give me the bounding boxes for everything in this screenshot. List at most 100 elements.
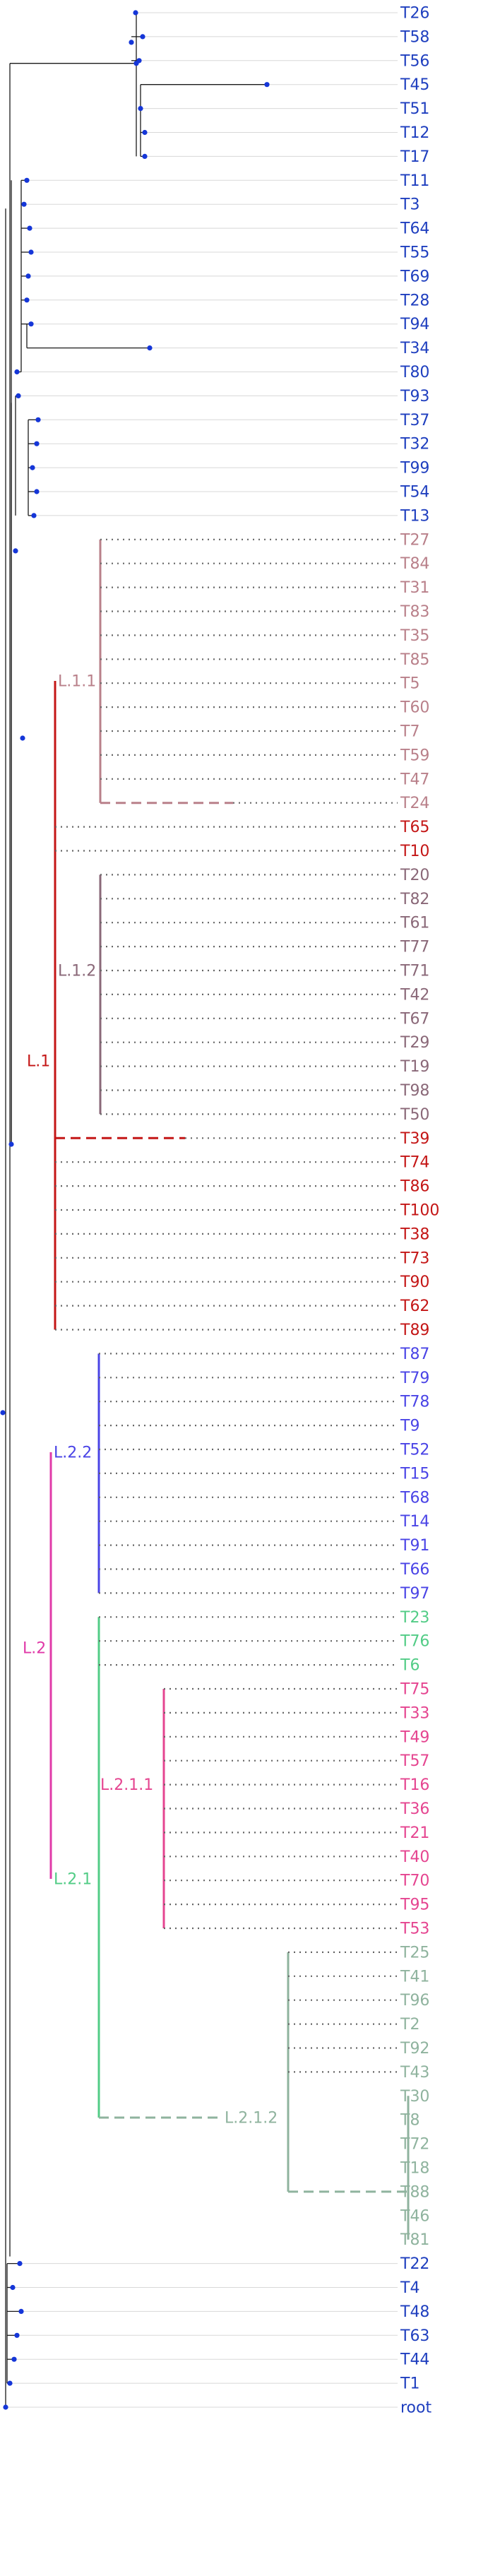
tip-label-t4: T4 bbox=[400, 2279, 419, 2297]
tip-label-t12: T12 bbox=[400, 124, 429, 142]
tip-label-t77: T77 bbox=[400, 939, 429, 956]
tip-label-t11: T11 bbox=[400, 172, 429, 190]
tip-label-t100: T100 bbox=[400, 1202, 439, 1220]
guide-lines bbox=[6, 12, 398, 2408]
node-t54 bbox=[34, 489, 40, 494]
tip-label-t92: T92 bbox=[400, 2040, 429, 2058]
tip-label-t18: T18 bbox=[400, 2160, 429, 2178]
tip-label-t17: T17 bbox=[400, 148, 429, 166]
tip-label-t98: T98 bbox=[400, 1082, 429, 1100]
tip-label-t60: T60 bbox=[400, 699, 429, 717]
tip-label-t56: T56 bbox=[400, 52, 429, 70]
tip-label-t52: T52 bbox=[400, 1442, 429, 1459]
node-t93 bbox=[16, 393, 21, 399]
node-root-tip bbox=[3, 2404, 8, 2410]
node-t51 bbox=[138, 106, 143, 112]
node-t17 bbox=[142, 153, 148, 159]
tip-label-t75: T75 bbox=[400, 1681, 429, 1699]
node-t12 bbox=[142, 129, 148, 136]
tip-label-t89: T89 bbox=[400, 1322, 429, 1339]
tip-label-t47: T47 bbox=[400, 771, 429, 788]
tip-label-t79: T79 bbox=[400, 1370, 429, 1387]
tip-label-t97: T97 bbox=[400, 1585, 429, 1603]
tip-label-t81: T81 bbox=[400, 2231, 429, 2249]
node-t34 bbox=[147, 345, 153, 351]
tip-label-t34: T34 bbox=[400, 340, 429, 357]
node-t55 bbox=[28, 249, 34, 255]
tip-label-t83: T83 bbox=[400, 603, 429, 621]
tip-label-t67: T67 bbox=[400, 1010, 429, 1028]
clade-label-l2-2: L.2.2 bbox=[54, 1444, 92, 1462]
tip-label-t24: T24 bbox=[400, 795, 429, 812]
tip-label-t46: T46 bbox=[400, 2207, 429, 2225]
node-t80 bbox=[14, 369, 20, 375]
tip-label-t1: T1 bbox=[400, 2375, 419, 2393]
tip-label-t32: T32 bbox=[400, 436, 429, 453]
tip-label-t26: T26 bbox=[400, 5, 429, 23]
tip-label-t88: T88 bbox=[400, 2183, 429, 2201]
tip-label-t36: T36 bbox=[400, 1800, 429, 1818]
tip-label-t65: T65 bbox=[400, 819, 429, 836]
tip-label-t6: T6 bbox=[400, 1657, 419, 1675]
tip-label-t44: T44 bbox=[400, 2351, 429, 2369]
tip-label-t5: T5 bbox=[400, 675, 419, 693]
tip-label-t71: T71 bbox=[400, 963, 429, 980]
tip-label-t37: T37 bbox=[400, 412, 429, 429]
tip-label-t40: T40 bbox=[400, 1848, 429, 1866]
node-t3 bbox=[21, 201, 27, 207]
tip-label-t35: T35 bbox=[400, 627, 429, 645]
tip-label-t10: T10 bbox=[400, 843, 429, 860]
node-upper-a bbox=[129, 40, 134, 45]
tip-label-t57: T57 bbox=[400, 1752, 429, 1770]
tip-label-t19: T19 bbox=[400, 1058, 429, 1076]
node-t13 bbox=[31, 513, 37, 518]
clade-brackets bbox=[49, 538, 410, 2240]
tip-label-t61: T61 bbox=[400, 915, 429, 932]
tip-label-t7: T7 bbox=[400, 723, 419, 741]
node-t63 bbox=[14, 2332, 20, 2338]
tip-label-t66: T66 bbox=[400, 1561, 429, 1579]
tip-label-t70: T70 bbox=[400, 1872, 429, 1890]
node-t1 bbox=[7, 2380, 13, 2386]
tip-label-t51: T51 bbox=[400, 100, 429, 118]
node-spine-a bbox=[8, 1141, 14, 1147]
node-t48 bbox=[18, 2308, 24, 2314]
tip-label-t33: T33 bbox=[400, 1704, 429, 1722]
tip-label-t38: T38 bbox=[400, 1225, 429, 1243]
tip-label-t58: T58 bbox=[400, 28, 429, 46]
node-spine-c bbox=[20, 735, 25, 741]
tip-label-t14: T14 bbox=[400, 1513, 429, 1531]
tip-label-t64: T64 bbox=[400, 220, 429, 238]
node-t58 bbox=[140, 34, 145, 40]
node-t32 bbox=[34, 441, 40, 446]
node-t64 bbox=[27, 225, 32, 231]
tip-label-t68: T68 bbox=[400, 1489, 429, 1507]
tip-label-t41: T41 bbox=[400, 1968, 429, 1986]
clade-label-l1-2: L.1.2 bbox=[58, 963, 96, 980]
tip-label-t15: T15 bbox=[400, 1465, 429, 1483]
tip-label-t31: T31 bbox=[400, 579, 429, 597]
tip-label-t78: T78 bbox=[400, 1394, 429, 1411]
node-t28 bbox=[24, 297, 30, 303]
tip-label-t87: T87 bbox=[400, 1346, 429, 1363]
tip-label-root: root bbox=[400, 2399, 431, 2417]
tip-label-t28: T28 bbox=[400, 292, 429, 309]
tip-label-t93: T93 bbox=[400, 388, 429, 405]
tip-label-t54: T54 bbox=[400, 484, 429, 501]
tip-labels: T26 T58 T56 T45 T51 T12 T17 T11 T3 T64 T55 T69 T28 T9… bbox=[400, 5, 439, 2417]
node-t44 bbox=[11, 2356, 17, 2362]
tip-label-t42: T42 bbox=[400, 986, 429, 1004]
clade-label-l1: L.1 bbox=[27, 1053, 50, 1071]
node-t26 bbox=[133, 10, 138, 16]
tip-label-t39: T39 bbox=[400, 1130, 429, 1148]
tip-label-t86: T86 bbox=[400, 1178, 429, 1196]
tip-label-t8: T8 bbox=[400, 2112, 419, 2130]
node-spine-b bbox=[13, 548, 18, 554]
tip-label-t20: T20 bbox=[400, 867, 429, 884]
tip-label-t50: T50 bbox=[400, 1106, 429, 1124]
tip-label-t48: T48 bbox=[400, 2303, 429, 2321]
tip-label-t63: T63 bbox=[400, 2327, 429, 2345]
tip-label-t25: T25 bbox=[400, 1944, 429, 1961]
clade-label-l2-1-2: L.2.1.2 bbox=[225, 2110, 278, 2127]
